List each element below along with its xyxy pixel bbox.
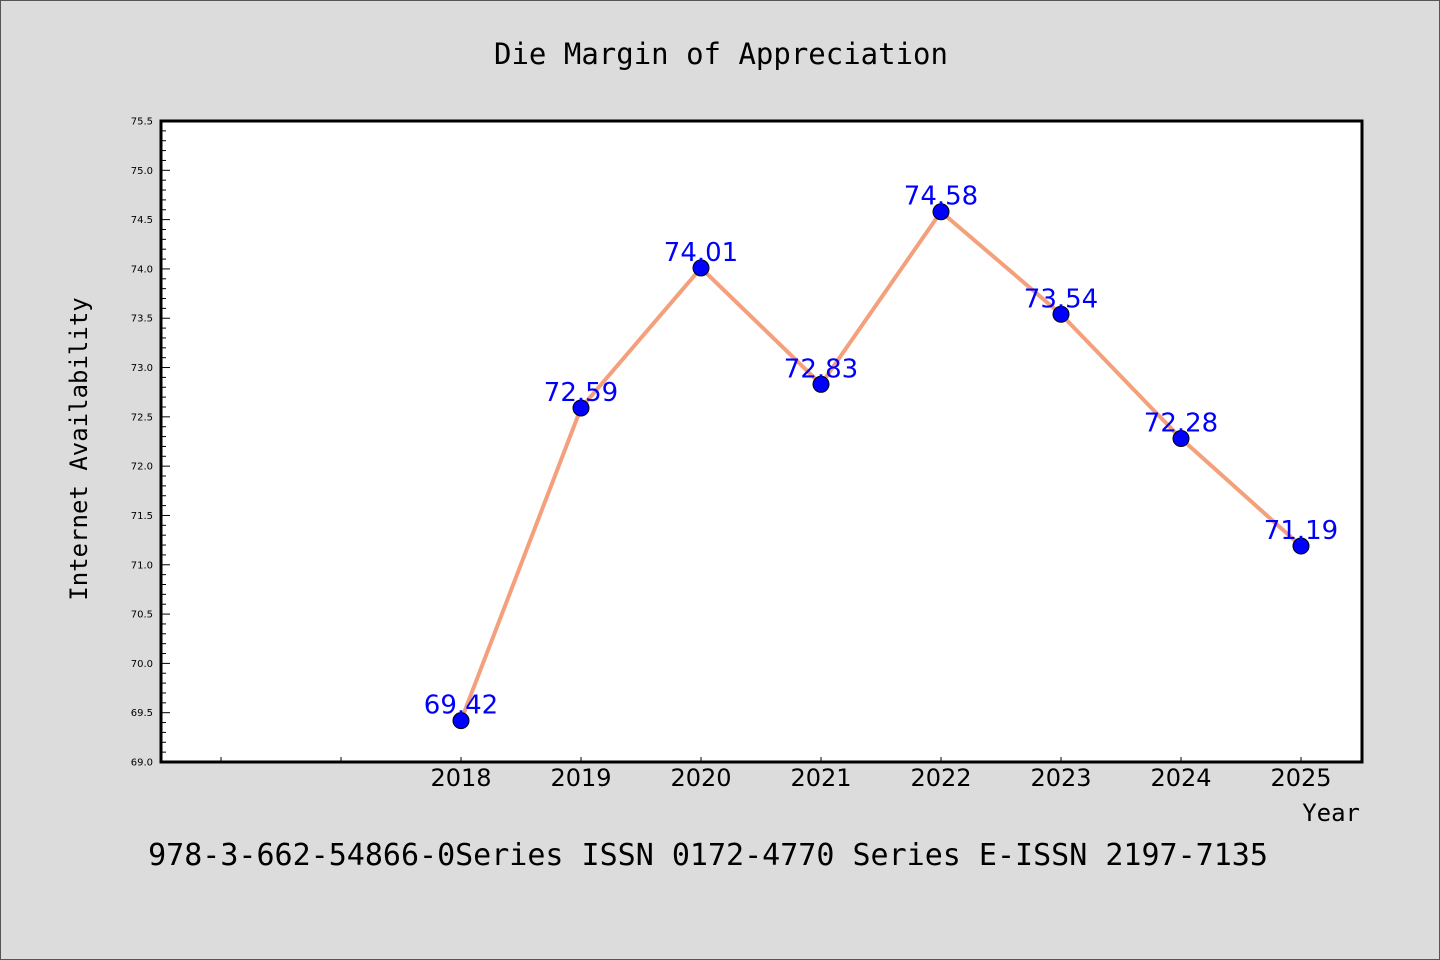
- x-tick-label: 2022: [910, 764, 971, 792]
- x-tick-label: 2019: [550, 764, 611, 792]
- data-point-marker: [452, 712, 470, 730]
- y-tick-label: 70.5: [131, 610, 153, 621]
- series-line: [459, 209, 1303, 723]
- y-tick-label: 75.5: [131, 117, 153, 128]
- data-point-marker: [1052, 305, 1070, 323]
- y-tick-label: 74.0: [131, 264, 153, 275]
- data-label: 69.42: [424, 691, 498, 721]
- data-label: 74.58: [904, 182, 978, 212]
- x-tick-label: 2024: [1150, 764, 1211, 792]
- y-axis-tick-labels: 69.0 69.5 70.0 70.5 71.0 71.5 72.0 72.5 73.0 73.5…: [131, 117, 153, 769]
- y-tick-label: 75.0: [131, 166, 153, 177]
- plot-area: [159, 119, 1364, 764]
- y-tick-label: 69.0: [131, 758, 153, 769]
- data-label: 72.28: [1144, 409, 1218, 439]
- data-label: 74.01: [664, 238, 738, 268]
- y-tick-label: 73.5: [131, 314, 153, 325]
- y-tick-label: 73.0: [131, 363, 153, 374]
- y-axis-label: Internet Availability: [65, 297, 93, 600]
- data-point-marker: [932, 203, 950, 221]
- data-point-marker: [572, 399, 590, 417]
- data-label: 72.83: [784, 354, 858, 384]
- y-tick-label: 69.5: [131, 708, 153, 719]
- x-axis-label: Year: [1302, 799, 1360, 827]
- data-label-group: 69.42 72.59 74.01 72.83 74.58 73.54 72.28 71.19: [424, 182, 1338, 721]
- data-point-marker: [812, 375, 830, 393]
- data-label: 73.54: [1024, 284, 1098, 314]
- data-point-marker: [1292, 537, 1310, 555]
- data-label: 72.59: [544, 378, 618, 408]
- y-tick-label: 70.0: [131, 659, 153, 670]
- x-tick-label: 2021: [790, 764, 851, 792]
- y-tick-label: 72.0: [131, 462, 153, 473]
- y-tick-label: 74.5: [131, 215, 153, 226]
- data-point-marker: [692, 259, 710, 277]
- footer-text: 978-3-662-54866-0Series ISSN 0172-4770 S…: [148, 838, 1268, 873]
- x-tick-label: 2018: [430, 764, 491, 792]
- y-tick-label: 72.5: [131, 412, 153, 423]
- data-point-marker: [1172, 430, 1190, 448]
- x-tick-label: 2025: [1270, 764, 1331, 792]
- data-label: 71.19: [1264, 516, 1338, 546]
- y-tick-label: 71.5: [131, 511, 153, 522]
- x-tick-label: 2023: [1030, 764, 1091, 792]
- x-axis-ticks: [220, 757, 1302, 762]
- chart-title: Die Margin of Appreciation: [494, 37, 948, 71]
- x-axis-tick-labels: 2018 2019 2020 2021 2022 2023 2024 2025: [430, 764, 1331, 792]
- y-axis-ticks: [161, 120, 170, 763]
- series-marker-group: [452, 203, 1310, 730]
- series-line-group: [459, 209, 1303, 723]
- x-tick-label: 2020: [670, 764, 731, 792]
- y-tick-label: 71.0: [131, 560, 153, 571]
